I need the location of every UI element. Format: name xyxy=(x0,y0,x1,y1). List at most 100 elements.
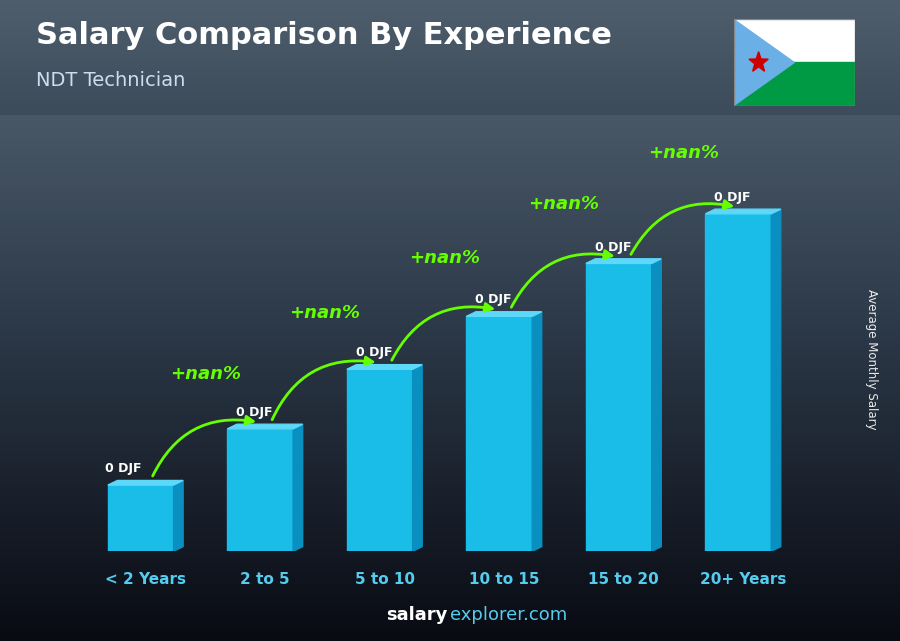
Bar xyxy=(0,106,900,107)
Bar xyxy=(0,338,900,340)
Bar xyxy=(0,19,900,21)
Bar xyxy=(0,133,900,135)
Bar xyxy=(0,479,900,481)
Bar xyxy=(0,15,900,16)
Bar xyxy=(0,43,900,44)
Bar xyxy=(0,107,900,108)
Bar xyxy=(0,158,900,160)
Bar xyxy=(0,513,900,515)
Bar xyxy=(0,152,900,154)
Bar xyxy=(0,372,900,374)
Polygon shape xyxy=(293,424,302,551)
Bar xyxy=(0,530,900,532)
Bar xyxy=(0,588,900,590)
Bar xyxy=(0,38,900,39)
Bar xyxy=(0,111,900,113)
Bar xyxy=(0,630,900,633)
Bar xyxy=(0,611,900,613)
Bar xyxy=(0,29,900,30)
Bar xyxy=(0,397,900,399)
Polygon shape xyxy=(734,19,855,62)
Bar xyxy=(0,77,900,79)
Bar xyxy=(0,190,900,192)
Bar xyxy=(0,466,900,468)
Bar xyxy=(0,197,900,199)
Bar xyxy=(0,213,900,216)
Bar xyxy=(0,108,900,110)
Bar xyxy=(0,570,900,572)
Bar xyxy=(0,79,900,81)
Bar xyxy=(706,214,771,551)
Bar xyxy=(0,370,900,372)
Text: Average Monthly Salary: Average Monthly Salary xyxy=(865,288,878,429)
Bar xyxy=(0,84,900,85)
Bar xyxy=(0,39,900,40)
Bar xyxy=(0,146,900,147)
Bar xyxy=(0,26,900,28)
Bar xyxy=(0,346,900,348)
Bar xyxy=(0,169,900,171)
Bar xyxy=(0,329,900,331)
Bar xyxy=(0,98,900,101)
Bar xyxy=(0,101,900,103)
Bar xyxy=(0,184,900,186)
Bar xyxy=(0,226,900,229)
Polygon shape xyxy=(749,52,769,71)
Bar xyxy=(0,387,900,389)
Bar xyxy=(0,0,900,2)
Bar xyxy=(0,81,900,82)
Bar xyxy=(0,188,900,190)
Text: NDT Technician: NDT Technician xyxy=(36,71,185,90)
Bar xyxy=(0,494,900,495)
Bar xyxy=(0,17,900,19)
Text: Salary Comparison By Experience: Salary Comparison By Experience xyxy=(36,21,612,50)
Bar xyxy=(0,515,900,517)
Bar xyxy=(0,628,900,630)
Bar xyxy=(0,489,900,492)
Bar xyxy=(0,162,900,165)
Bar xyxy=(0,64,900,66)
Text: 20+ Years: 20+ Years xyxy=(700,572,787,587)
Bar xyxy=(0,199,900,201)
Bar xyxy=(0,90,900,91)
Bar xyxy=(0,620,900,622)
Bar xyxy=(0,85,900,87)
Bar xyxy=(0,4,900,6)
Bar xyxy=(0,85,900,88)
Bar xyxy=(0,583,900,585)
Bar xyxy=(0,301,900,303)
Bar xyxy=(0,577,900,579)
Bar xyxy=(0,476,900,479)
Bar xyxy=(0,143,900,146)
Bar xyxy=(0,11,900,13)
Bar xyxy=(0,72,900,74)
Bar xyxy=(0,54,900,55)
Bar xyxy=(0,37,900,38)
Bar xyxy=(0,117,900,120)
Bar xyxy=(0,81,900,83)
Bar xyxy=(0,101,900,103)
Bar xyxy=(0,462,900,463)
Text: 5 to 10: 5 to 10 xyxy=(355,572,415,587)
Bar xyxy=(0,88,900,90)
Bar xyxy=(0,242,900,244)
Bar xyxy=(0,97,900,98)
Bar xyxy=(0,500,900,502)
Bar xyxy=(0,498,900,500)
Bar xyxy=(0,451,900,453)
Bar xyxy=(0,312,900,314)
Bar xyxy=(0,21,900,22)
Bar xyxy=(0,71,900,72)
Bar xyxy=(0,261,900,263)
Bar xyxy=(0,35,900,36)
Bar xyxy=(0,53,900,56)
Bar xyxy=(0,376,900,378)
Bar xyxy=(0,181,900,184)
Bar xyxy=(0,34,900,37)
Bar xyxy=(0,569,900,570)
Bar xyxy=(0,7,900,8)
Bar xyxy=(0,453,900,455)
Bar xyxy=(0,62,900,64)
Bar xyxy=(0,154,900,156)
Bar xyxy=(0,26,900,28)
